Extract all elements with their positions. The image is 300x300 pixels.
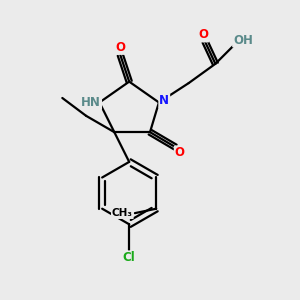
Text: O: O [199, 28, 208, 41]
Text: O: O [175, 146, 185, 160]
Text: HN: HN [81, 96, 101, 109]
Text: O: O [115, 41, 125, 54]
Text: CH₃: CH₃ [112, 208, 133, 218]
Text: N: N [159, 94, 169, 107]
Text: OH: OH [233, 34, 253, 46]
Text: Cl: Cl [123, 251, 136, 264]
